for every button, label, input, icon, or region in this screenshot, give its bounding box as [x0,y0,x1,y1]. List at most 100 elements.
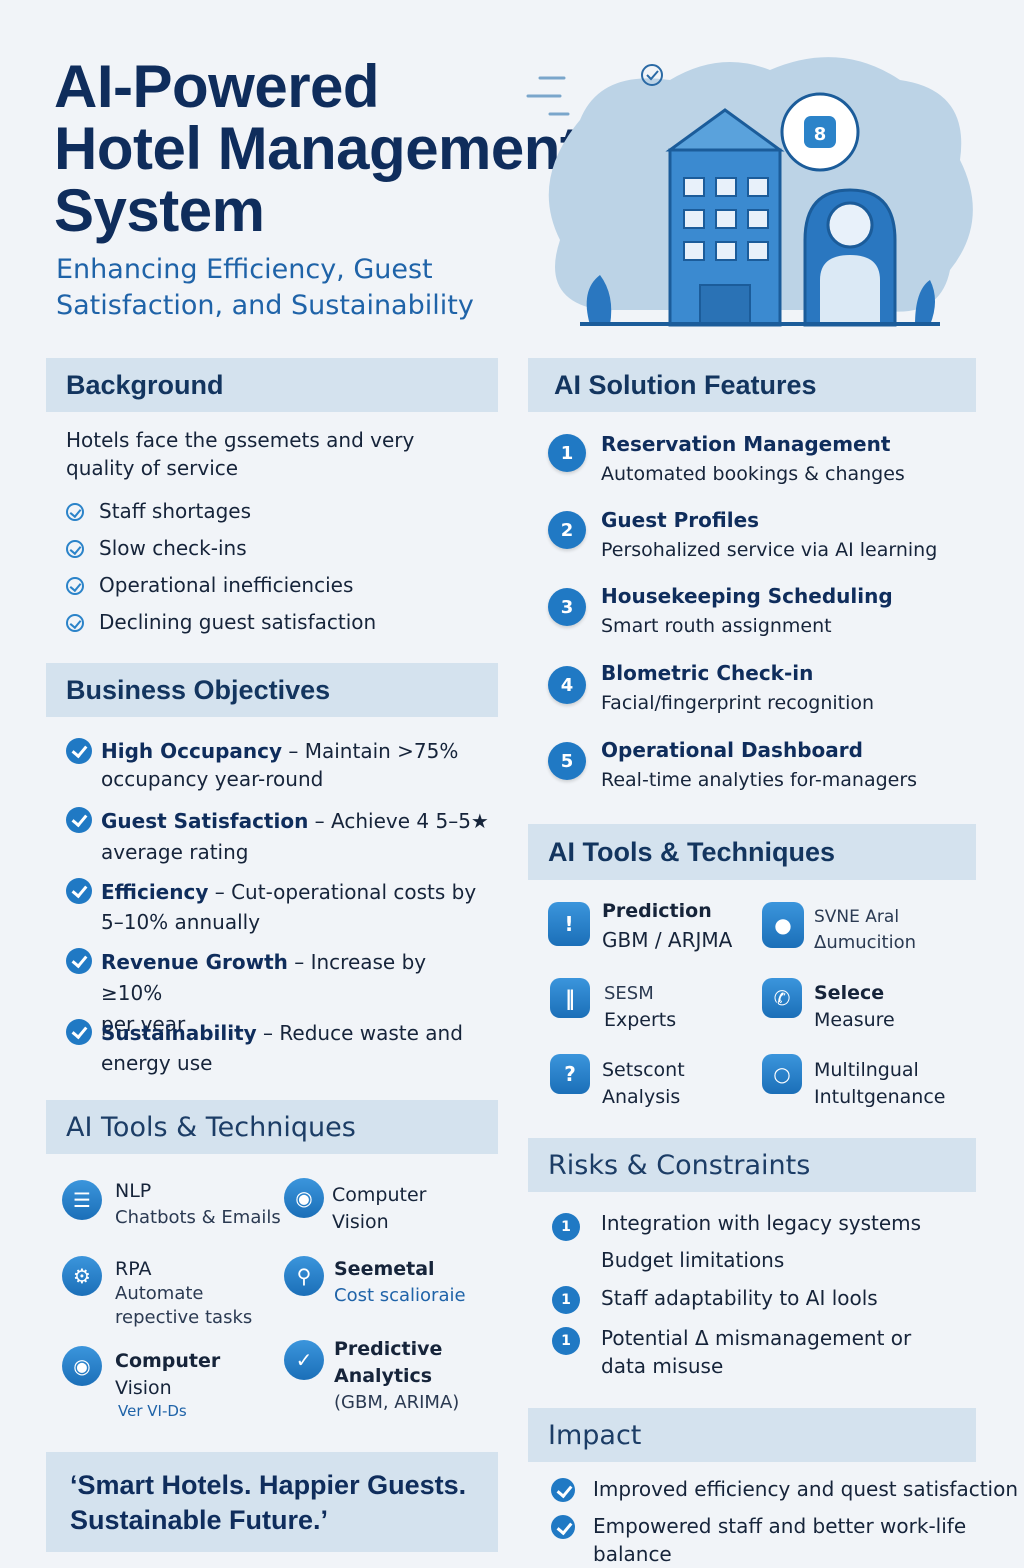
person-icon [803,188,897,327]
tool-subtitle: Vision [332,1211,389,1233]
check-circle-icon [66,738,92,764]
feature-description: Persohalized service via AI learning [601,539,938,561]
chart-icon: ✓ [284,1340,324,1380]
quote-line: ‘Smart Hotels. Happier Guests. [70,1470,467,1500]
tool-subtitle: Ver VI-Ds [118,1402,187,1420]
objective-detail: – Maintain >75% [282,739,459,763]
tool-subtitle: repective tasks [115,1307,253,1328]
objective-title: Guest Satisfaction [101,809,309,833]
speed-lines [526,76,570,116]
feature-title: Reservation Management [601,432,891,456]
tool-subtitle: Chatbots & Emails [115,1207,281,1228]
section-impact-header: Impact [528,1408,976,1462]
check-circle-icon [551,1478,575,1502]
objective-title: Efficiency [101,880,209,904]
hand-icon: ‖ [550,978,590,1018]
step-number-badge: 2 [548,511,586,549]
risk-item: Budget limitations [601,1248,785,1272]
risk-item: Potential Δ mismanagement or data misuse [601,1324,911,1380]
tool-subtitle: Experts [604,1009,677,1031]
feature-title: Housekeeping Scheduling [601,584,893,608]
risk-line: data misuse [601,1354,724,1378]
objective-detail: – Achieve 4 5–5★ [308,809,489,833]
tool-title: Computer [332,1184,427,1206]
impact-item: Empowered staff and better work-life bal… [593,1514,967,1566]
risk-item: Integration with legacy systems [601,1211,922,1235]
tool-subtitle: Intultgenance [814,1086,946,1108]
objective-item: Sustainability – Reduce waste and energy… [101,1018,491,1078]
feature-item: Reservation Management Automated booking… [601,430,905,488]
tool-subtitle: (GBM, ARIMA) [334,1392,460,1413]
objective-detail: energy use [101,1051,213,1075]
tool-item: Setscont Analysis [602,1057,685,1111]
step-number-badge: 1 [548,434,586,472]
objective-detail: – Reduce waste and [256,1021,463,1045]
tagline-quote: ‘Smart Hotels. Happier Guests. Sustainab… [46,1452,498,1552]
tool-item: Selece Measure [814,980,895,1034]
section-tools-right-header: AI Tools & Techniques [528,824,976,880]
tool-title: Prediction [602,900,712,922]
check-circle-icon [66,1019,92,1045]
risk-number-badge: 1 [552,1213,580,1241]
title-line: Hotel Management [54,115,580,182]
feature-item: Operational Dashboard Real-time analytie… [601,736,917,794]
subtitle-line: Satisfaction, and Sustainability [56,290,474,321]
tool-item: SVNE Aral Δumucition [814,904,916,956]
objective-detail: average rating [101,840,249,864]
chat-icon: ☰ [62,1180,102,1220]
section-features-header: AI Solution Features [528,358,976,412]
objective-title: Sustainability [101,1021,257,1045]
feature-description: Automated bookings & changes [601,463,905,485]
page-title: AI-Powered Hotel Management System [54,56,614,242]
tool-subtitle: Analytics [334,1365,433,1387]
objective-detail: – Increase by ≥10% [101,950,427,1005]
tool-title: Selece [814,982,885,1004]
section-heading: AI Tools & Techniques [66,1111,356,1143]
section-heading: Background [66,369,224,400]
tool-title: SESM [604,983,654,1004]
search-icon: ⚲ [284,1256,324,1296]
check-circle-icon [66,577,84,595]
eye-icon: ◉ [62,1346,102,1386]
tool-title: SVNE Aral [814,907,900,927]
section-heading: Impact [548,1419,642,1451]
eye-icon: ◉ [284,1178,324,1218]
tool-item: Computer Vision [332,1182,426,1236]
background-item: Staff shortages [99,499,252,523]
check-circle-icon [66,948,92,974]
tool-subtitle: Automate [115,1283,204,1304]
objective-item: Revenue Growth – Increase by ≥10% per ye… [101,947,491,1040]
objective-item: High Occupancy – Maintain >75% occupancy… [101,737,491,793]
tool-item: Prediction GBM / ARJMA [602,898,732,954]
feature-description: Smart routh assignment [601,615,832,637]
tool-item: NLP Chatbots & Emails [115,1178,281,1231]
feature-title: Guest Profiles [601,508,760,532]
step-number-badge: 5 [548,742,586,780]
check-badge-icon [641,64,663,86]
tool-title: Predictive [334,1338,443,1360]
tool-item: Multilngual Intultgenance [814,1057,945,1111]
impact-item: Improved efficiency and quest satisfacti… [593,1477,1019,1501]
background-item: Slow check-ins [99,536,247,560]
feature-item: Housekeeping Scheduling Smart routh assi… [601,582,893,640]
risk-number-badge: 1 [552,1327,580,1355]
risk-item: Staff adaptability to AI lools [601,1286,878,1310]
check-circle-icon [551,1515,575,1539]
risk-line: Potential Δ mismanagement or [601,1326,912,1350]
tool-item: RPA Automate repective tasks [115,1256,252,1331]
feature-description: Facial/fingerprint recognition [601,692,875,714]
section-tools-left-header: AI Tools & Techniques [46,1100,498,1154]
objective-title: Revenue Growth [101,950,288,974]
tool-item: Computer Vision Ver VI-Ds [115,1348,220,1420]
feature-item: Guest Profiles Persohalized service via … [601,506,937,564]
step-number-badge: 3 [548,588,586,626]
background-item: Declining guest satisfaction [99,610,377,634]
section-heading: AI Solution Features [554,369,817,400]
tool-title: Computer [115,1350,221,1372]
title-line: System [54,177,265,244]
feature-item: Blometric Check-in Facial/fingerprint re… [601,659,874,717]
tool-subtitle: Δumucition [814,932,917,953]
background-intro: Hotels face the ɡssemets and very qualit… [66,426,486,482]
tool-subtitle: Vision [115,1377,172,1399]
tool-title: RPA [115,1258,152,1280]
